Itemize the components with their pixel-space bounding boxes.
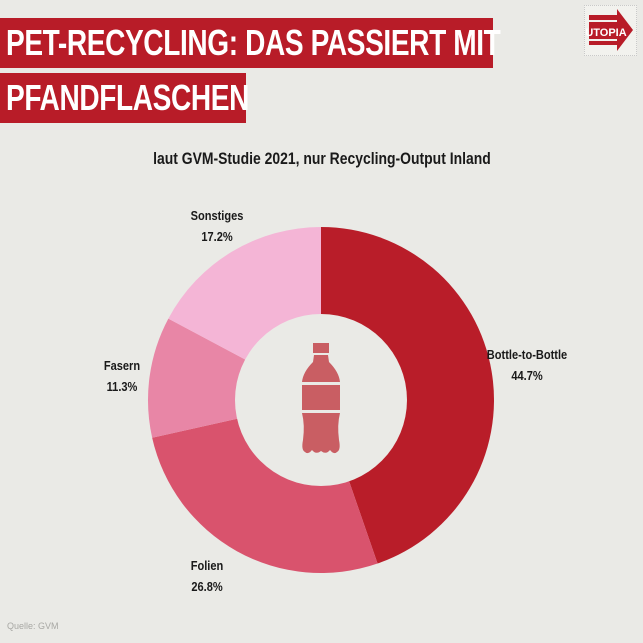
bottle-icon — [302, 343, 340, 454]
source-note: Quelle: GVM — [7, 621, 59, 631]
label-folien: Folien 26.8% — [172, 555, 242, 597]
label-value: 17.2% — [201, 229, 233, 244]
label-name: Fasern — [103, 358, 141, 373]
chart-subtitle: laut GVM-Studie 2021, nur Recycling-Outp… — [0, 149, 643, 169]
label-value: 44.7% — [511, 368, 543, 383]
title-line-1: PET-RECYCLING: DAS PASSIERT MIT — [0, 18, 501, 68]
slice-bottle-to-bottle — [321, 227, 494, 564]
arrow-right-icon: UTOPIA — [585, 9, 633, 51]
label-value: 26.8% — [191, 579, 223, 594]
label-fasern: Fasern 11.3% — [92, 355, 152, 397]
title-line-2: PFANDFLASCHEN — [0, 73, 249, 123]
label-name: Bottle-to-Bottle — [486, 347, 568, 362]
title-line-2-text: PFANDFLASCHEN — [6, 77, 249, 118]
label-name: Sonstiges — [190, 208, 244, 223]
label-value: 11.3% — [106, 379, 138, 394]
label-bottle-to-bottle: Bottle-to-Bottle 44.7% — [477, 344, 577, 386]
label-sonstiges: Sonstiges 17.2% — [177, 205, 257, 247]
chart-subtitle-text: laut GVM-Studie 2021, nur Recycling-Outp… — [152, 149, 491, 168]
title-line-1-text: PET-RECYCLING: DAS PASSIERT MIT — [6, 22, 501, 63]
label-name: Folien — [190, 558, 224, 573]
logo-text: UTOPIA — [585, 27, 626, 39]
utopia-logo[interactable]: UTOPIA — [584, 5, 637, 56]
